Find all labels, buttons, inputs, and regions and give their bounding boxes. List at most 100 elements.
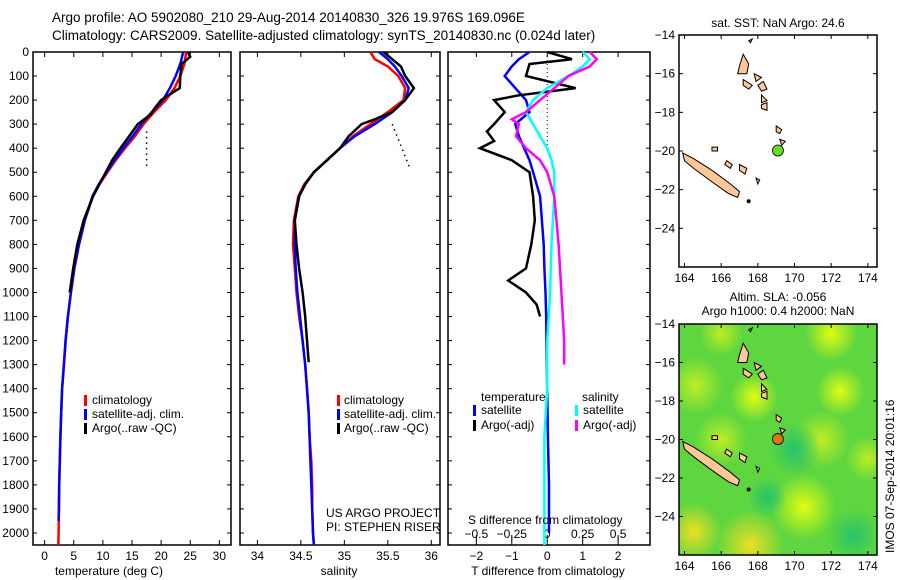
plot-frame	[239, 51, 441, 546]
x-tick-label: 5	[70, 549, 77, 563]
series-dotted-reference	[391, 123, 411, 168]
x-tick-label: −1	[505, 549, 519, 563]
island	[755, 465, 761, 474]
island	[681, 440, 741, 487]
x-tick-label: 170	[784, 559, 804, 573]
x-tick-label: 10	[96, 549, 110, 563]
y-tick-label: 1600	[2, 430, 29, 444]
x-tick-label: 164	[674, 559, 694, 573]
imos-watermark: IMOS 07-Sep-2014 20:01:16	[883, 399, 897, 553]
y-tick-label: 1700	[2, 454, 29, 468]
x-tick-label: 30	[213, 549, 227, 563]
x-tick-label: 34	[251, 549, 265, 563]
sla-anomaly-patch	[716, 509, 785, 555]
legend-label-satellite: satellite-adj. clim.	[344, 407, 436, 421]
series-argo-raw-qc-	[68, 51, 192, 293]
sla-anomaly-patch	[747, 476, 787, 519]
y-tick-label: 100	[9, 69, 29, 83]
legend-swatch-s-argo	[575, 420, 578, 431]
x-tick-label: 166	[711, 271, 731, 285]
series-salinity-satellite	[524, 51, 592, 545]
x-tick-label: 172	[821, 271, 841, 285]
figure-title-line1: Argo profile: AO 5902080_210 29-Aug-2014…	[52, 10, 525, 25]
temperature-legend: climatology satellite-adj. clim. Argo(..…	[84, 393, 184, 435]
legend-label-climatology: climatology	[92, 393, 152, 407]
y-tick-label: 500	[9, 165, 29, 179]
x-tick-label: 174	[858, 559, 878, 573]
y-tick-label: 800	[9, 237, 29, 251]
legend-swatch-s-satellite	[575, 405, 578, 416]
x-tick-label: 174	[858, 271, 878, 285]
island	[761, 390, 768, 400]
y-tick-label: 0	[22, 45, 29, 59]
island	[681, 151, 741, 199]
y-tick-label: 600	[9, 189, 29, 203]
island	[761, 93, 768, 104]
x-tick-label: 35.5	[376, 549, 400, 563]
legend-label-climatology: climatology	[344, 393, 404, 407]
series-argo-raw-qc-	[293, 51, 416, 363]
y-tick-label: 1800	[2, 478, 29, 492]
island	[724, 159, 733, 170]
legend-label-s-argo: Argo(-adj)	[583, 418, 636, 432]
y-tick-label: 1500	[2, 406, 29, 420]
s-tick-label: 0.25	[571, 527, 595, 541]
sla-anomaly-patch	[816, 366, 865, 417]
island	[753, 361, 763, 372]
sla-anomaly-patch	[679, 502, 722, 555]
y-tick-label: 1000	[2, 285, 29, 299]
x-tick-label: 15	[125, 549, 139, 563]
island	[775, 413, 783, 423]
y-tick-label: 400	[9, 141, 29, 155]
island	[747, 37, 754, 44]
x-tick-label: 166	[711, 559, 731, 573]
s-tick-label: −0.5	[464, 527, 488, 541]
plot-frame	[32, 51, 232, 546]
y-tick-label: −20	[655, 144, 676, 158]
x-tick-label: 168	[748, 559, 768, 573]
legend-swatch-climatology	[84, 395, 87, 406]
panel-salinity-profile: 34 34.5 35 35.5 36	[239, 51, 441, 563]
island	[757, 80, 768, 92]
legend-label-argo: Argo(..raw -QC)	[344, 421, 429, 435]
sla-anomaly-patch	[699, 324, 744, 357]
x-tick-label: 172	[821, 559, 841, 573]
sla-anomaly-patch	[805, 324, 858, 361]
y-tick-label: 1300	[2, 358, 29, 372]
island	[747, 326, 754, 333]
series-temperature-argo-adj-	[476, 50, 576, 317]
sla-anomaly-patch	[730, 371, 779, 423]
legend-heading-temperature: temperature	[481, 390, 546, 404]
island	[739, 452, 748, 464]
map-sst-title: sat. SST: NaN Argo: 24.6	[711, 16, 845, 30]
island	[757, 369, 768, 381]
difference-legend: temperature salinity satellite Argo(-adj…	[468, 390, 636, 527]
sla-anomaly-patch	[771, 473, 836, 541]
legend-swatch-argo	[337, 423, 340, 434]
s-tick-label: −0.25	[497, 527, 528, 541]
argo-position-marker	[772, 144, 784, 157]
x-tick-label: 34.5	[289, 549, 313, 563]
sla-anomaly-patch	[827, 508, 877, 555]
series-climatology	[57, 51, 188, 546]
y-tick-label: −18	[655, 105, 676, 119]
sla-anomaly-patch	[679, 356, 724, 415]
x-tick-label: 2	[615, 549, 622, 563]
island	[711, 146, 718, 152]
island	[779, 138, 787, 147]
islet	[746, 199, 751, 204]
x-axis-label-t-difference: T difference from climatology	[471, 564, 625, 578]
figure-title-line2: Climatology: CARS2009. Satellite-adjuste…	[52, 28, 596, 43]
y-tick-label: 1200	[2, 334, 29, 348]
s-axis-label: S difference from climatology	[468, 513, 623, 527]
x-tick-label: 168	[748, 271, 768, 285]
panel-map-sla: 164 166 168 170 172 174 −14 −16 −18 −20 −22 −24	[655, 317, 879, 573]
x-axis-label-temperature: temperature (deg C)	[55, 564, 163, 578]
y-tick-label: −14	[655, 317, 676, 331]
pi-annotation: PI: STEPHEN RISER	[326, 520, 441, 534]
legend-label-s-satellite: satellite	[583, 403, 624, 417]
panel-temperature-profile: 0 5 10 15 20 25 300100200300400500600700800900…	[2, 45, 232, 563]
y-tick-label: 300	[9, 117, 29, 131]
y-tick-label: 700	[9, 213, 29, 227]
